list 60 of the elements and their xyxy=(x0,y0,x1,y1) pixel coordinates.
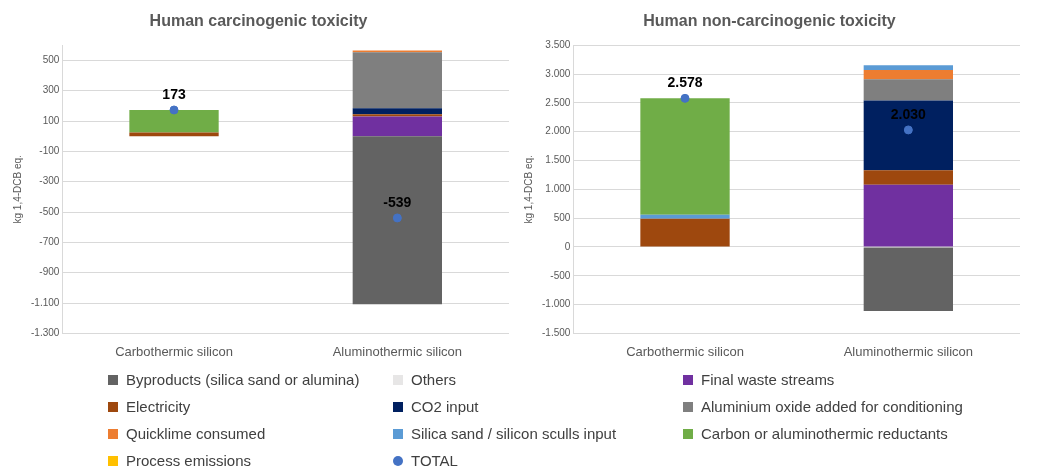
chart-title: Human carcinogenic toxicity xyxy=(149,12,368,30)
y-axis-title: kg 1,4-DCB eq. xyxy=(522,155,534,224)
y-tick-label: -900 xyxy=(39,266,60,278)
legend-label: TOTAL xyxy=(411,452,458,469)
y-tick-label: -1.000 xyxy=(542,298,571,310)
bar xyxy=(863,65,953,70)
bar xyxy=(640,214,730,219)
x-tick-label: Aluminothermic silicon xyxy=(332,343,462,359)
y-tick-label: 2.000 xyxy=(545,125,571,137)
y-tick-label: -300 xyxy=(39,175,60,187)
bar xyxy=(863,184,953,247)
bar xyxy=(129,109,219,133)
y-tick-label: 100 xyxy=(42,114,60,126)
legend-label: Byproducts (silica sand or alumina) xyxy=(126,371,360,388)
bar xyxy=(640,218,730,247)
bar xyxy=(863,79,953,101)
legend-label: Silica sand / silicon sculls input xyxy=(411,425,617,442)
bar xyxy=(129,132,219,137)
bar xyxy=(863,247,953,311)
y-tick-label: 300 xyxy=(42,84,60,96)
bar xyxy=(352,108,442,115)
legend-label: Carbon or aluminothermic reductants xyxy=(701,425,948,442)
legend-label: Process emissions xyxy=(126,452,252,469)
y-tick-label: -500 xyxy=(550,269,571,281)
bar xyxy=(352,116,442,137)
data-label: 173 xyxy=(162,85,186,102)
y-tick-label: 1.500 xyxy=(545,154,571,166)
x-tick-label: Carbothermic silicon xyxy=(115,343,233,359)
legend-label: CO2 input xyxy=(411,398,479,415)
x-tick-label: Aluminothermic silicon xyxy=(843,343,973,359)
legend-label: Electricity xyxy=(126,398,191,415)
bar xyxy=(352,52,442,109)
bar xyxy=(640,98,730,215)
y-tick-label: -1.100 xyxy=(31,296,60,308)
y-axis-title: kg 1,4-DCB eq. xyxy=(11,155,23,224)
bar xyxy=(863,170,953,185)
legend-label: Others xyxy=(411,371,457,388)
legend-label: Quicklime consumed xyxy=(126,425,266,442)
legend-label: Aluminium oxide added for conditioning xyxy=(701,398,963,415)
y-tick-label: -100 xyxy=(39,145,60,157)
y-tick-label: -1.300 xyxy=(31,327,60,339)
y-tick-label: 2.500 xyxy=(545,96,571,108)
x-tick-label: Carbothermic silicon xyxy=(626,343,744,359)
chart-title: Human non-carcinogenic toxicity xyxy=(643,12,896,30)
y-tick-label: -700 xyxy=(39,236,60,248)
data-label: -539 xyxy=(383,193,412,210)
bar xyxy=(352,136,442,305)
y-tick-label: 1.000 xyxy=(545,183,571,195)
bar xyxy=(863,100,953,171)
y-tick-label: -500 xyxy=(39,205,60,217)
y-tick-label: 500 xyxy=(42,54,60,66)
bar xyxy=(863,69,953,80)
y-tick-label: -1.500 xyxy=(542,327,571,339)
y-tick-label: 0 xyxy=(564,240,571,252)
y-tick-label: 3.000 xyxy=(545,67,571,79)
legend-label: Final waste streams xyxy=(701,371,835,388)
data-label: 2.578 xyxy=(667,74,703,91)
data-label: 2.030 xyxy=(890,105,927,122)
y-tick-label: 3.500 xyxy=(545,38,571,50)
y-tick-label: 500 xyxy=(553,211,571,223)
